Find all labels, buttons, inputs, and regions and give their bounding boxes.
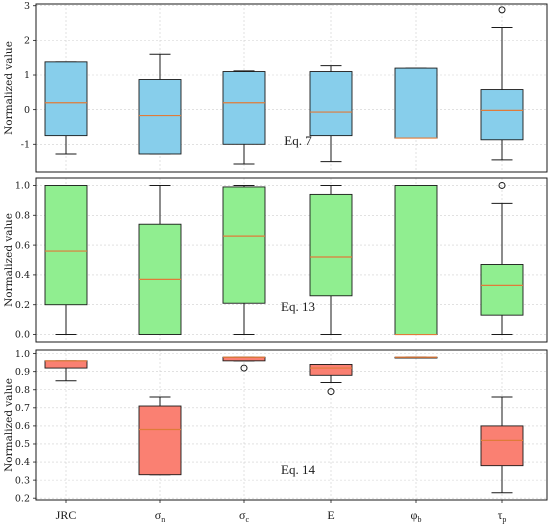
iqr-box [138,405,182,476]
iqr-box [394,185,438,335]
iqr-box [480,89,524,141]
y-axis-label: Normalized value [3,41,15,135]
box-τp [480,6,524,161]
equation-label: Eq. 14 [281,462,315,477]
panel-1: -1 0 1 2 3 Normalized value Eq. 7 [3,1,548,173]
y-tick-label: 0.3 [15,475,30,486]
iqr-box [44,185,88,306]
box-jrc [44,61,88,155]
iqr-box [44,61,88,137]
iqr-box [394,67,438,139]
box-τp [480,181,524,336]
x-tick-label: E [327,508,334,522]
box-φb [394,67,438,139]
y-tick-label: 1 [24,70,30,81]
box-σc [222,184,266,336]
box-σn [138,53,182,155]
y-tick-label: 0.7 [15,403,30,414]
y-tick-label: 1.0 [15,349,30,360]
box-jrc [44,184,88,336]
box-e [309,65,353,163]
iqr-box [222,186,266,304]
outlier-point [498,6,506,14]
box-σn [138,396,182,476]
x-tick-label: τp [498,508,507,524]
box-φb [394,356,438,359]
iqr-box [44,360,88,369]
iqr-box [138,79,182,155]
y-tick-label: 0.2 [15,493,30,504]
equation-label: Eq. 7 [284,133,312,148]
panel-frame [35,3,548,173]
box-σc [222,356,266,372]
box-φb [394,184,438,336]
iqr-box [309,193,353,297]
x-tick-label: σc [239,508,249,524]
panel-frame [35,349,548,501]
y-tick-label: 2 [24,36,30,47]
box-σc [222,70,266,165]
x-tick-label: JRC [56,508,77,522]
iqr-box [309,364,353,376]
y-tick-label: 0.4 [15,457,30,468]
box-e [309,184,353,336]
y-tick-label: 0.9 [15,367,30,378]
outlier-point [327,388,335,396]
box-σn [138,184,182,336]
box-τp [480,396,524,494]
x-tick-label: σn [155,508,165,524]
y-tick-label: 0.6 [15,421,30,432]
outlier-point [240,364,248,372]
y-tick-label: 3 [24,1,30,12]
iqr-box [480,264,524,316]
y-tick-label: 0.8 [15,385,30,396]
outlier-point [498,181,506,189]
panel-3: 0.2 0.3 0.4 0.5 0.6 0.7 0.8 0.9 1.0 Normalized va… [3,349,548,504]
y-tick-label: 0.5 [15,439,30,450]
y-tick-label: -1 [21,139,30,150]
iqr-box [222,71,266,145]
y-tick-label: 0.0 [15,330,30,341]
y-tick-label: 1.0 [15,181,30,192]
panel-2: 0.0 0.2 0.4 0.6 0.8 1.0 Normalized value Eq. 13 [3,177,548,343]
panel-frame [35,177,548,343]
iqr-box [309,71,353,137]
y-tick-label: 0.4 [15,270,30,281]
y-axis-label: Normalized value [3,378,15,472]
box-e [309,363,353,396]
y-axis-label: Normalized value [3,213,15,307]
y-tick-label: 0 [24,105,30,116]
iqr-box [480,425,524,467]
box-jrc [44,360,88,382]
y-tick-label: 0.6 [15,240,30,251]
y-tick-label: 0.2 [15,300,30,311]
equation-label: Eq. 13 [281,299,315,314]
y-tick-label: 0.8 [15,210,30,221]
x-tick-label: φb [411,508,422,524]
